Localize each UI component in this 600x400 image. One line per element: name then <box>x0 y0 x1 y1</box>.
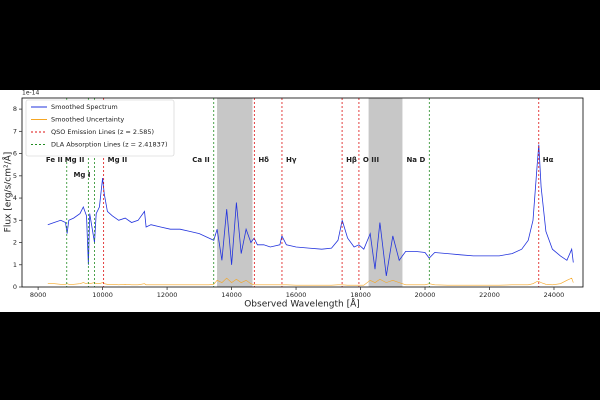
legend-label: Smoothed Uncertainty <box>51 116 124 124</box>
y-tick-label: 5 <box>13 172 17 180</box>
y-offset-label: 1e-14 <box>22 90 39 97</box>
marker-label: Hδ <box>258 156 269 164</box>
marker-label: Mg I <box>73 171 90 179</box>
marker-label: Na D <box>406 156 425 164</box>
marker-label: Fe II <box>46 156 63 164</box>
x-tick-label: 24000 <box>544 291 565 299</box>
marker-label: Hα <box>543 156 554 164</box>
x-tick-label: 8000 <box>30 291 47 299</box>
y-tick-label: 8 <box>13 105 17 113</box>
shaded-region <box>368 98 403 287</box>
legend-label: Smoothed Spectrum <box>51 103 118 111</box>
y-tick-label: 7 <box>13 127 17 135</box>
x-tick-label: 18000 <box>350 291 371 299</box>
y-tick-label: 3 <box>13 216 17 224</box>
x-axis-label: Observed Wavelength [Å] <box>244 298 360 310</box>
marker-label: Mg II <box>108 156 128 164</box>
y-axis-label: Flux [erg/s/cm²/Å] <box>2 152 14 233</box>
x-tick-label: 14000 <box>221 291 242 299</box>
y-tick-label: 2 <box>13 239 17 247</box>
plot-frame <box>21 97 584 288</box>
y-tick-label: 1 <box>13 261 17 269</box>
x-tick-label: 22000 <box>479 291 500 299</box>
marker-label: Ca II <box>192 156 210 164</box>
marker-label: O III <box>363 156 379 164</box>
legend-box <box>25 99 175 157</box>
marker-label: Hγ <box>286 156 297 164</box>
marker-label: Mg II <box>65 156 85 164</box>
x-tick-label: 12000 <box>157 291 178 299</box>
x-tick-label: 20000 <box>415 291 436 299</box>
x-tick-label: 16000 <box>286 291 307 299</box>
y-tick-label: 4 <box>13 194 17 202</box>
legend-label: DLA Absorption Lines (z = 2.41837) <box>51 141 167 149</box>
y-tick-label: 6 <box>13 150 17 158</box>
marker-label: Hβ <box>346 156 357 164</box>
legend-label: QSO Emission Lines (z = 2.585) <box>51 128 154 136</box>
shaded-region <box>217 98 253 287</box>
series-line <box>47 144 574 276</box>
series-line <box>47 277 574 286</box>
y-tick-label: 0 <box>13 283 17 291</box>
x-tick-label: 10000 <box>92 291 113 299</box>
